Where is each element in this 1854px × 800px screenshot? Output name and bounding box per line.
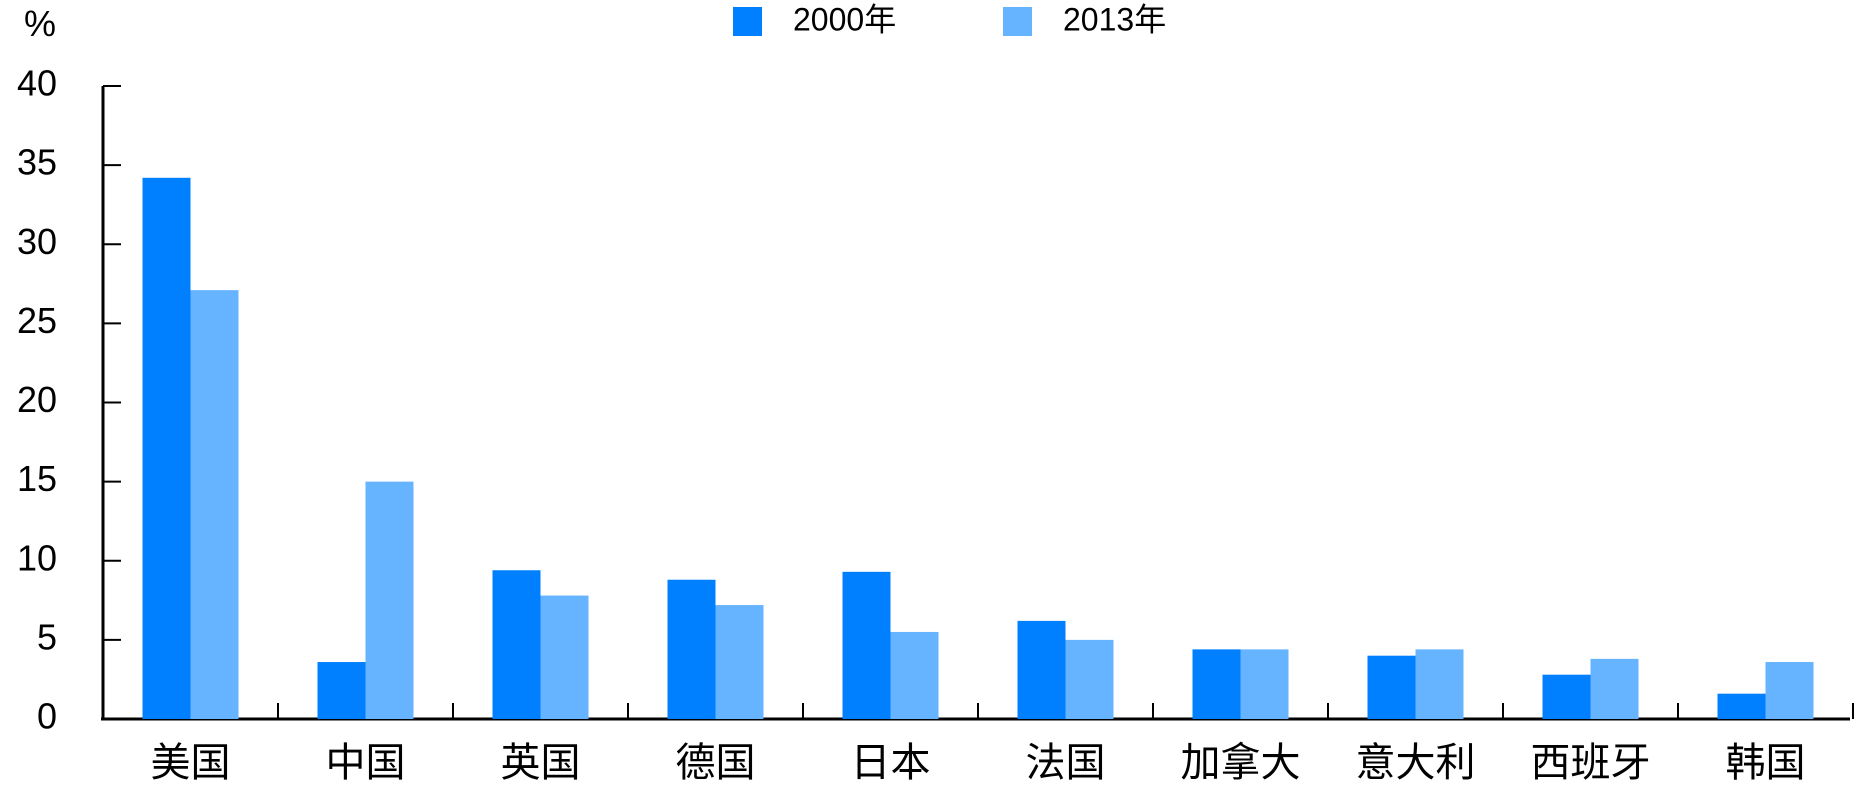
bar-series-1-6 [1192, 649, 1241, 719]
bar-series-1-8 [1542, 674, 1591, 719]
y-axis-unit-label: % [24, 3, 56, 44]
legend-label: 2000年 [793, 1, 896, 37]
y-tick-label: 0 [37, 696, 57, 737]
bar-series-1-3 [667, 579, 716, 719]
bar-series-1-4 [842, 571, 891, 719]
bar-series-1-7 [1367, 655, 1416, 719]
bar-series-1-2 [492, 570, 541, 719]
y-tick-label: 20 [17, 379, 57, 420]
bar-series-2-1 [365, 481, 414, 719]
y-tick-label: 40 [17, 63, 57, 104]
y-tick-label: 10 [17, 537, 57, 578]
bar-series-2-3 [715, 605, 764, 719]
y-tick-label: 25 [17, 300, 57, 341]
category-label: 中国 [326, 740, 406, 786]
bar-series-2-4 [890, 631, 939, 719]
y-tick-label: 30 [17, 221, 57, 262]
category-label: 英国 [501, 740, 581, 786]
bar-series-1-0 [142, 177, 191, 719]
category-label: 意大利 [1356, 740, 1476, 786]
category-label: 法国 [1026, 740, 1106, 786]
category-label: 德国 [676, 740, 756, 786]
category-label: 美国 [151, 740, 231, 786]
bar-series-1-5 [1017, 620, 1066, 719]
category-label: 韩国 [1726, 740, 1806, 786]
y-tick-label: 15 [17, 458, 57, 499]
y-tick-label: 5 [37, 616, 57, 657]
bar-series-2-9 [1765, 662, 1814, 719]
bars [142, 177, 1814, 719]
bar-series-2-6 [1240, 649, 1289, 719]
legend-swatch [1003, 7, 1032, 36]
bar-series-2-2 [540, 595, 589, 719]
legend-label: 2013年 [1063, 1, 1166, 37]
legend: 2000年 2013年 [733, 1, 1166, 37]
y-tick-label: 35 [17, 142, 57, 183]
bar-series-1-1 [317, 662, 366, 719]
category-label: 日本 [851, 740, 931, 786]
bar-series-2-5 [1065, 639, 1114, 719]
bar-series-2-0 [190, 290, 239, 719]
category-label: 加拿大 [1181, 740, 1301, 786]
legend-swatch [733, 7, 762, 36]
bar-series-2-7 [1415, 649, 1464, 719]
category-label: 西班牙 [1531, 740, 1651, 786]
y-axis: 0 5 10 15 20 25 30 35 40 [17, 63, 121, 737]
bar-series-2-8 [1590, 658, 1639, 719]
bar-series-1-9 [1717, 693, 1766, 719]
